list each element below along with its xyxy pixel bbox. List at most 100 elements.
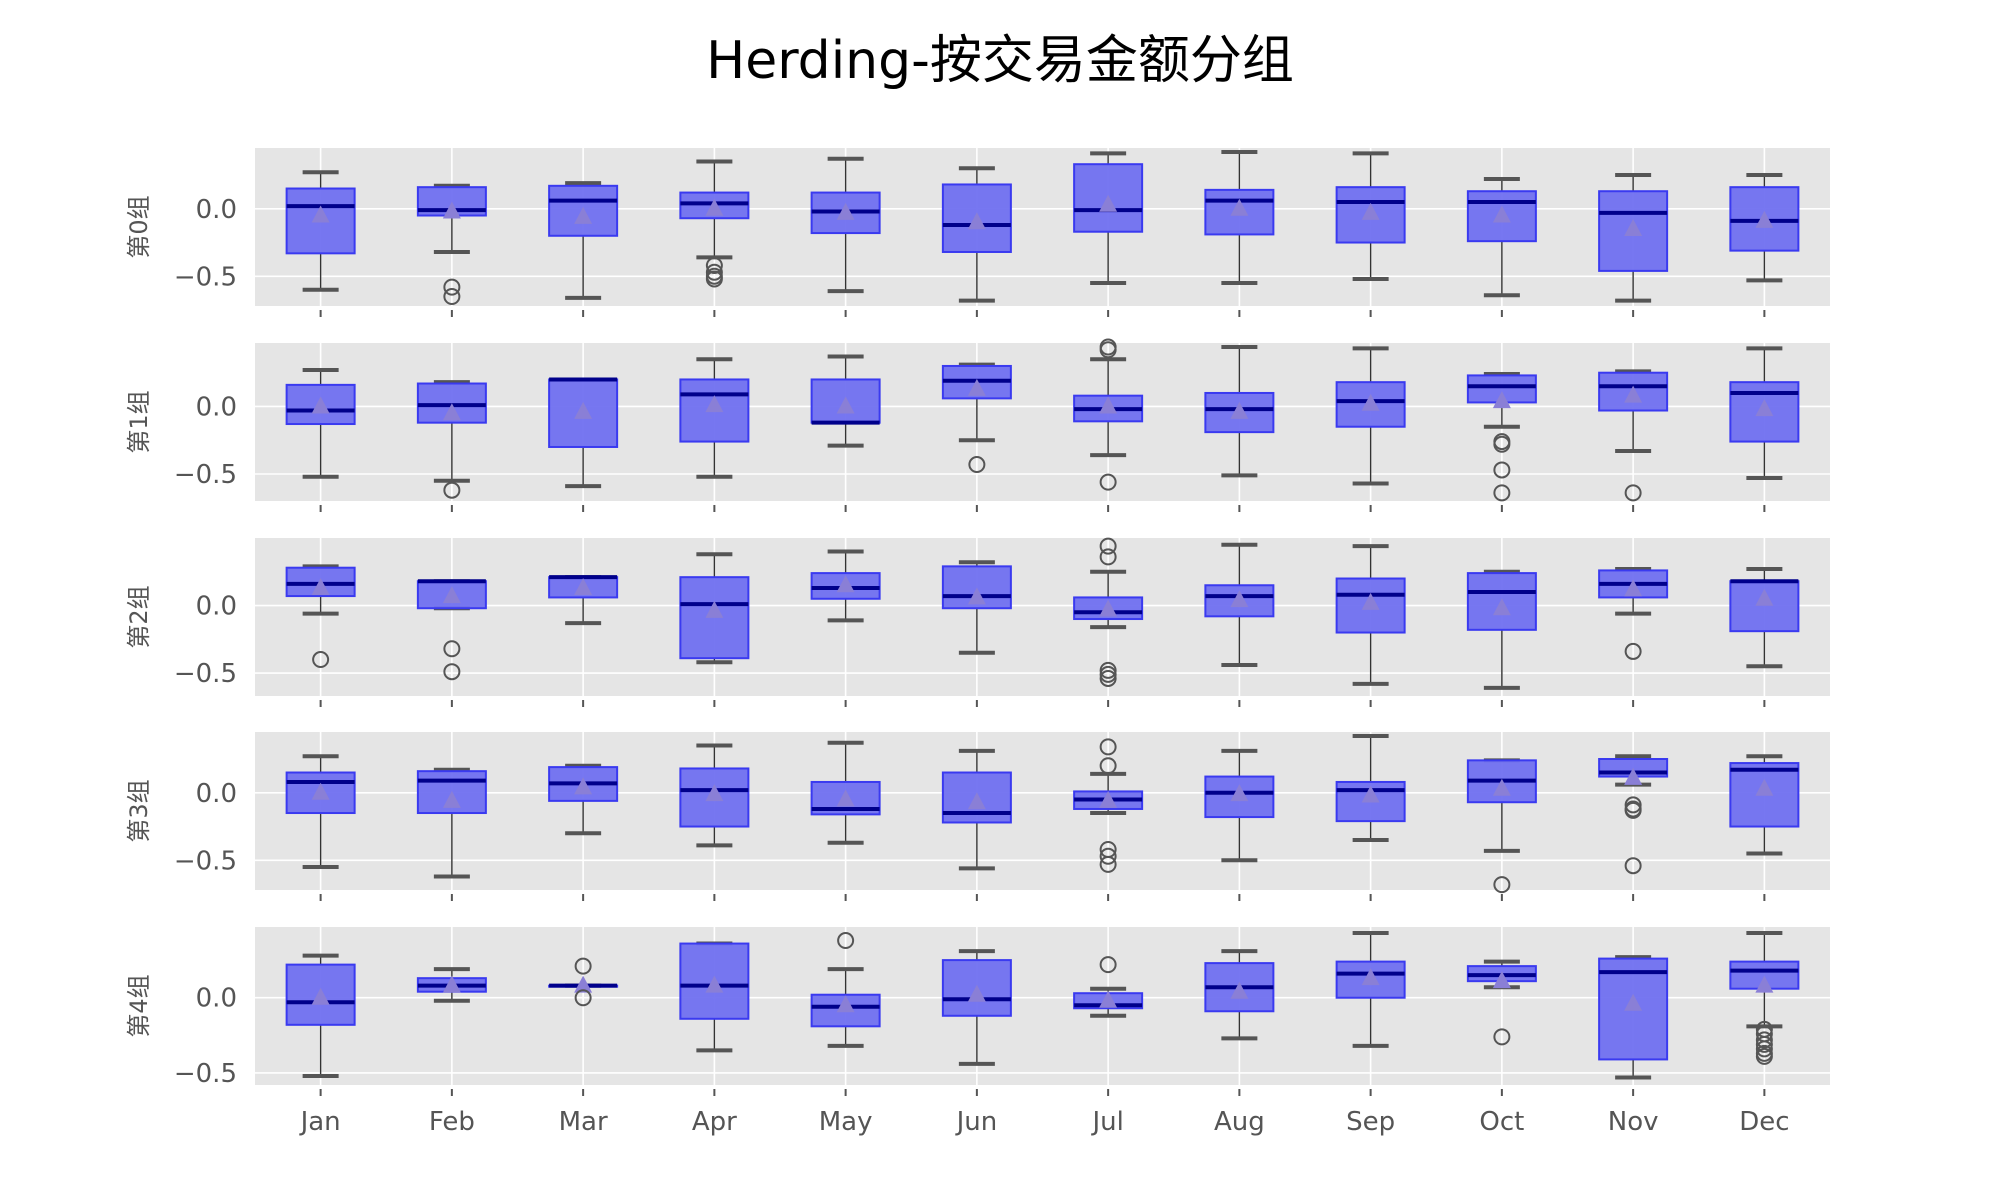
- flier-point: [1624, 484, 1642, 502]
- box-oct: [1466, 758, 1537, 894]
- flier-point: [1493, 484, 1511, 502]
- flier-point: [443, 288, 461, 306]
- box-oct: [1466, 959, 1537, 1046]
- mean-marker: [967, 212, 986, 230]
- y-tick-label: −0.5: [174, 659, 237, 689]
- box-apr: [679, 159, 750, 288]
- flier-point: [1493, 1028, 1511, 1046]
- box-jun: [941, 166, 1012, 303]
- box-iqr: [285, 187, 356, 255]
- x-tick-label: Oct: [1479, 1107, 1524, 1137]
- mean-marker: [574, 577, 593, 595]
- box-may: [810, 549, 881, 623]
- flier-point: [1493, 461, 1511, 479]
- mean-marker: [1624, 579, 1643, 597]
- x-tick-label: Jan: [299, 1107, 341, 1137]
- panel-background: [255, 148, 1830, 306]
- flier-point: [705, 270, 723, 288]
- y-tick-label: −0.5: [174, 1059, 237, 1089]
- mean-marker: [1361, 785, 1380, 803]
- box-nov: [1598, 567, 1669, 660]
- panel-label: 第3组: [125, 779, 153, 842]
- mean-marker: [442, 790, 461, 808]
- box-dec: [1729, 346, 1800, 481]
- box-dec: [1729, 173, 1800, 283]
- box-jan: [285, 953, 356, 1078]
- mean-marker: [1492, 971, 1511, 989]
- box-jan: [285, 564, 356, 669]
- flier-point: [1099, 855, 1117, 873]
- mean-marker: [1099, 396, 1118, 414]
- box-feb: [416, 183, 487, 306]
- flier-point: [312, 651, 330, 669]
- mean-marker: [967, 792, 986, 810]
- box-aug: [1204, 542, 1275, 667]
- mean-marker: [574, 975, 593, 993]
- x-tick-label: Jul: [1090, 1107, 1123, 1137]
- mean-marker: [705, 975, 724, 993]
- mean-marker: [1099, 790, 1118, 808]
- flier-point: [443, 663, 461, 681]
- box-jul: [1073, 338, 1144, 491]
- mean-marker: [1624, 767, 1643, 785]
- flier-point: [1624, 642, 1642, 660]
- box-mar: [548, 763, 619, 836]
- box-nov: [1598, 955, 1669, 1080]
- x-tick-label: Mar: [559, 1107, 608, 1137]
- flier-point: [574, 957, 592, 975]
- flier-point: [705, 256, 723, 274]
- flier-point: [1099, 548, 1117, 566]
- mean-marker: [1624, 993, 1643, 1011]
- mean-marker: [1755, 778, 1774, 796]
- mean-marker: [1230, 590, 1249, 608]
- box-dec: [1729, 754, 1800, 856]
- mean-marker: [442, 403, 461, 421]
- y-tick-label: 0.0: [196, 195, 237, 225]
- box-iqr: [1729, 580, 1800, 633]
- y-tick-label: 0.0: [196, 392, 237, 422]
- mean-marker: [442, 201, 461, 219]
- flier-point: [443, 640, 461, 658]
- box-dec: [1729, 567, 1800, 669]
- mean-marker: [1755, 588, 1774, 606]
- box-dec: [1729, 931, 1800, 1065]
- mean-marker: [1755, 399, 1774, 417]
- box-mar: [548, 575, 619, 626]
- mean-marker: [705, 395, 724, 413]
- box-apr: [679, 743, 750, 848]
- panel-background: [255, 538, 1830, 696]
- panel-0: 0.0 −0.5 第0组: [125, 148, 1830, 317]
- panel-1: 0.0 −0.5 第1组: [125, 338, 1830, 512]
- mean-marker: [1099, 599, 1118, 617]
- mean-marker: [311, 782, 330, 800]
- flier-point: [837, 932, 855, 950]
- panel-label: 第0组: [125, 195, 153, 258]
- box-nov: [1598, 369, 1669, 502]
- box-sep: [1335, 544, 1406, 686]
- box-oct: [1466, 372, 1537, 502]
- mean-marker: [1230, 981, 1249, 999]
- mean-marker: [836, 575, 855, 593]
- box-jul: [1073, 738, 1144, 873]
- mean-marker: [442, 586, 461, 604]
- flier-point: [1493, 876, 1511, 894]
- mean-marker: [1361, 592, 1380, 610]
- box-jun: [941, 560, 1012, 655]
- box-iqr: [1073, 163, 1144, 233]
- mean-marker: [311, 577, 330, 595]
- mean-marker: [1230, 401, 1249, 419]
- mean-marker: [836, 202, 855, 220]
- flier-point: [1624, 857, 1642, 875]
- box-sep: [1335, 346, 1406, 486]
- box-sep: [1335, 931, 1406, 1048]
- flier-point: [1099, 661, 1117, 679]
- box-mar: [548, 181, 619, 300]
- flier-point: [968, 456, 986, 474]
- flier-point: [1493, 435, 1511, 453]
- x-tick-label: Sep: [1346, 1107, 1395, 1137]
- flier-point: [1755, 1047, 1773, 1065]
- flier-point: [1099, 665, 1117, 683]
- mean-marker: [1230, 784, 1249, 802]
